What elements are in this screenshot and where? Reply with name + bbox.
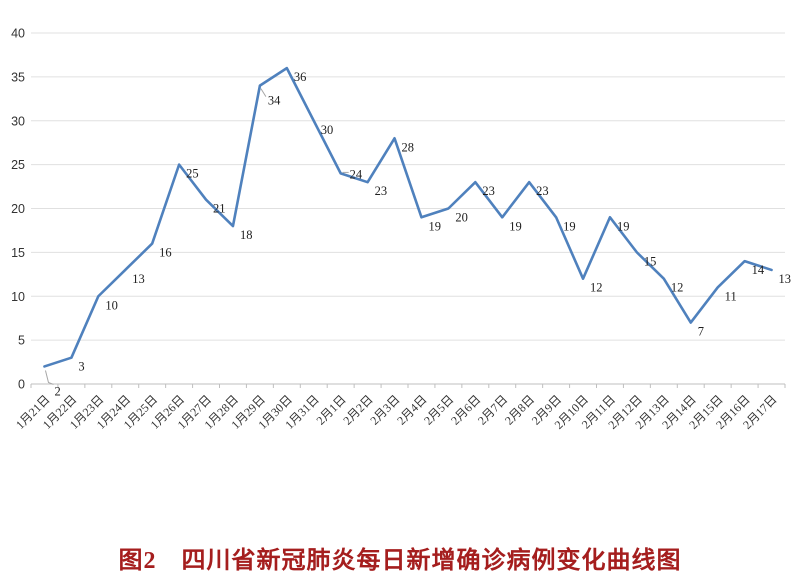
data-point-label: 23	[536, 184, 549, 198]
data-point-label: 23	[375, 184, 388, 198]
y-axis-tick-label: 15	[11, 246, 25, 260]
y-axis-tick-label: 0	[18, 378, 25, 392]
data-point-label: 36	[294, 70, 307, 84]
data-point-label: 12	[671, 281, 684, 295]
data-point-label: 10	[105, 298, 118, 312]
x-axis-tick-label: 2月3日	[367, 392, 402, 427]
y-axis-tick-label: 5	[18, 334, 25, 348]
y-axis-tick-label: 20	[11, 202, 25, 216]
data-point-label: 12	[590, 281, 603, 295]
data-point-label: 11	[725, 289, 737, 303]
label-leader-line	[260, 88, 267, 97]
data-point-label: 30	[321, 123, 334, 137]
y-axis-tick-label: 35	[11, 70, 25, 84]
data-point-label: 14	[752, 263, 765, 277]
data-point-label: 25	[186, 167, 199, 181]
data-point-label: 13	[779, 272, 792, 286]
data-point-label: 7	[698, 325, 704, 339]
x-axis-tick-label: 2月2日	[340, 392, 375, 427]
data-point-label: 20	[455, 211, 468, 225]
data-point-label: 23	[482, 184, 495, 198]
y-axis-tick-label: 25	[11, 158, 25, 172]
data-point-label: 28	[402, 140, 415, 154]
x-axis-tick-label: 2月7日	[475, 392, 510, 427]
line-chart: 05101520253035401月21日1月22日1月23日1月24日1月25…	[11, 27, 792, 432]
data-point-label: 15	[644, 254, 657, 268]
data-point-label: 13	[132, 272, 145, 286]
y-axis-tick-label: 40	[11, 27, 25, 41]
data-point-label: 2	[54, 384, 60, 398]
data-point-label: 19	[428, 219, 441, 233]
data-point-label: 19	[509, 219, 522, 233]
x-axis-tick-label: 2月4日	[394, 392, 429, 427]
y-axis-tick-label: 10	[11, 290, 25, 304]
x-axis-tick-label: 2月6日	[448, 392, 483, 427]
chart-caption: 图2 四川省新冠肺炎每日新增确诊病例变化曲线图	[118, 548, 682, 574]
data-point-label: 24	[350, 167, 363, 181]
data-point-label: 3	[78, 360, 84, 374]
x-axis-tick-label: 2月5日	[421, 392, 456, 427]
x-axis-tick-label: 2月8日	[502, 392, 537, 427]
data-line	[43, 66, 773, 368]
label-leader-line	[44, 370, 54, 385]
data-point-label: 18	[240, 228, 253, 242]
x-axis-tick-label: 2月1日	[313, 392, 348, 427]
data-point-label: 16	[159, 246, 172, 260]
data-point-label: 21	[213, 202, 226, 216]
data-point-label: 19	[563, 219, 576, 233]
data-point-label: 19	[617, 219, 630, 233]
y-axis-tick-label: 30	[11, 114, 25, 128]
data-point-label: 34	[268, 94, 281, 108]
